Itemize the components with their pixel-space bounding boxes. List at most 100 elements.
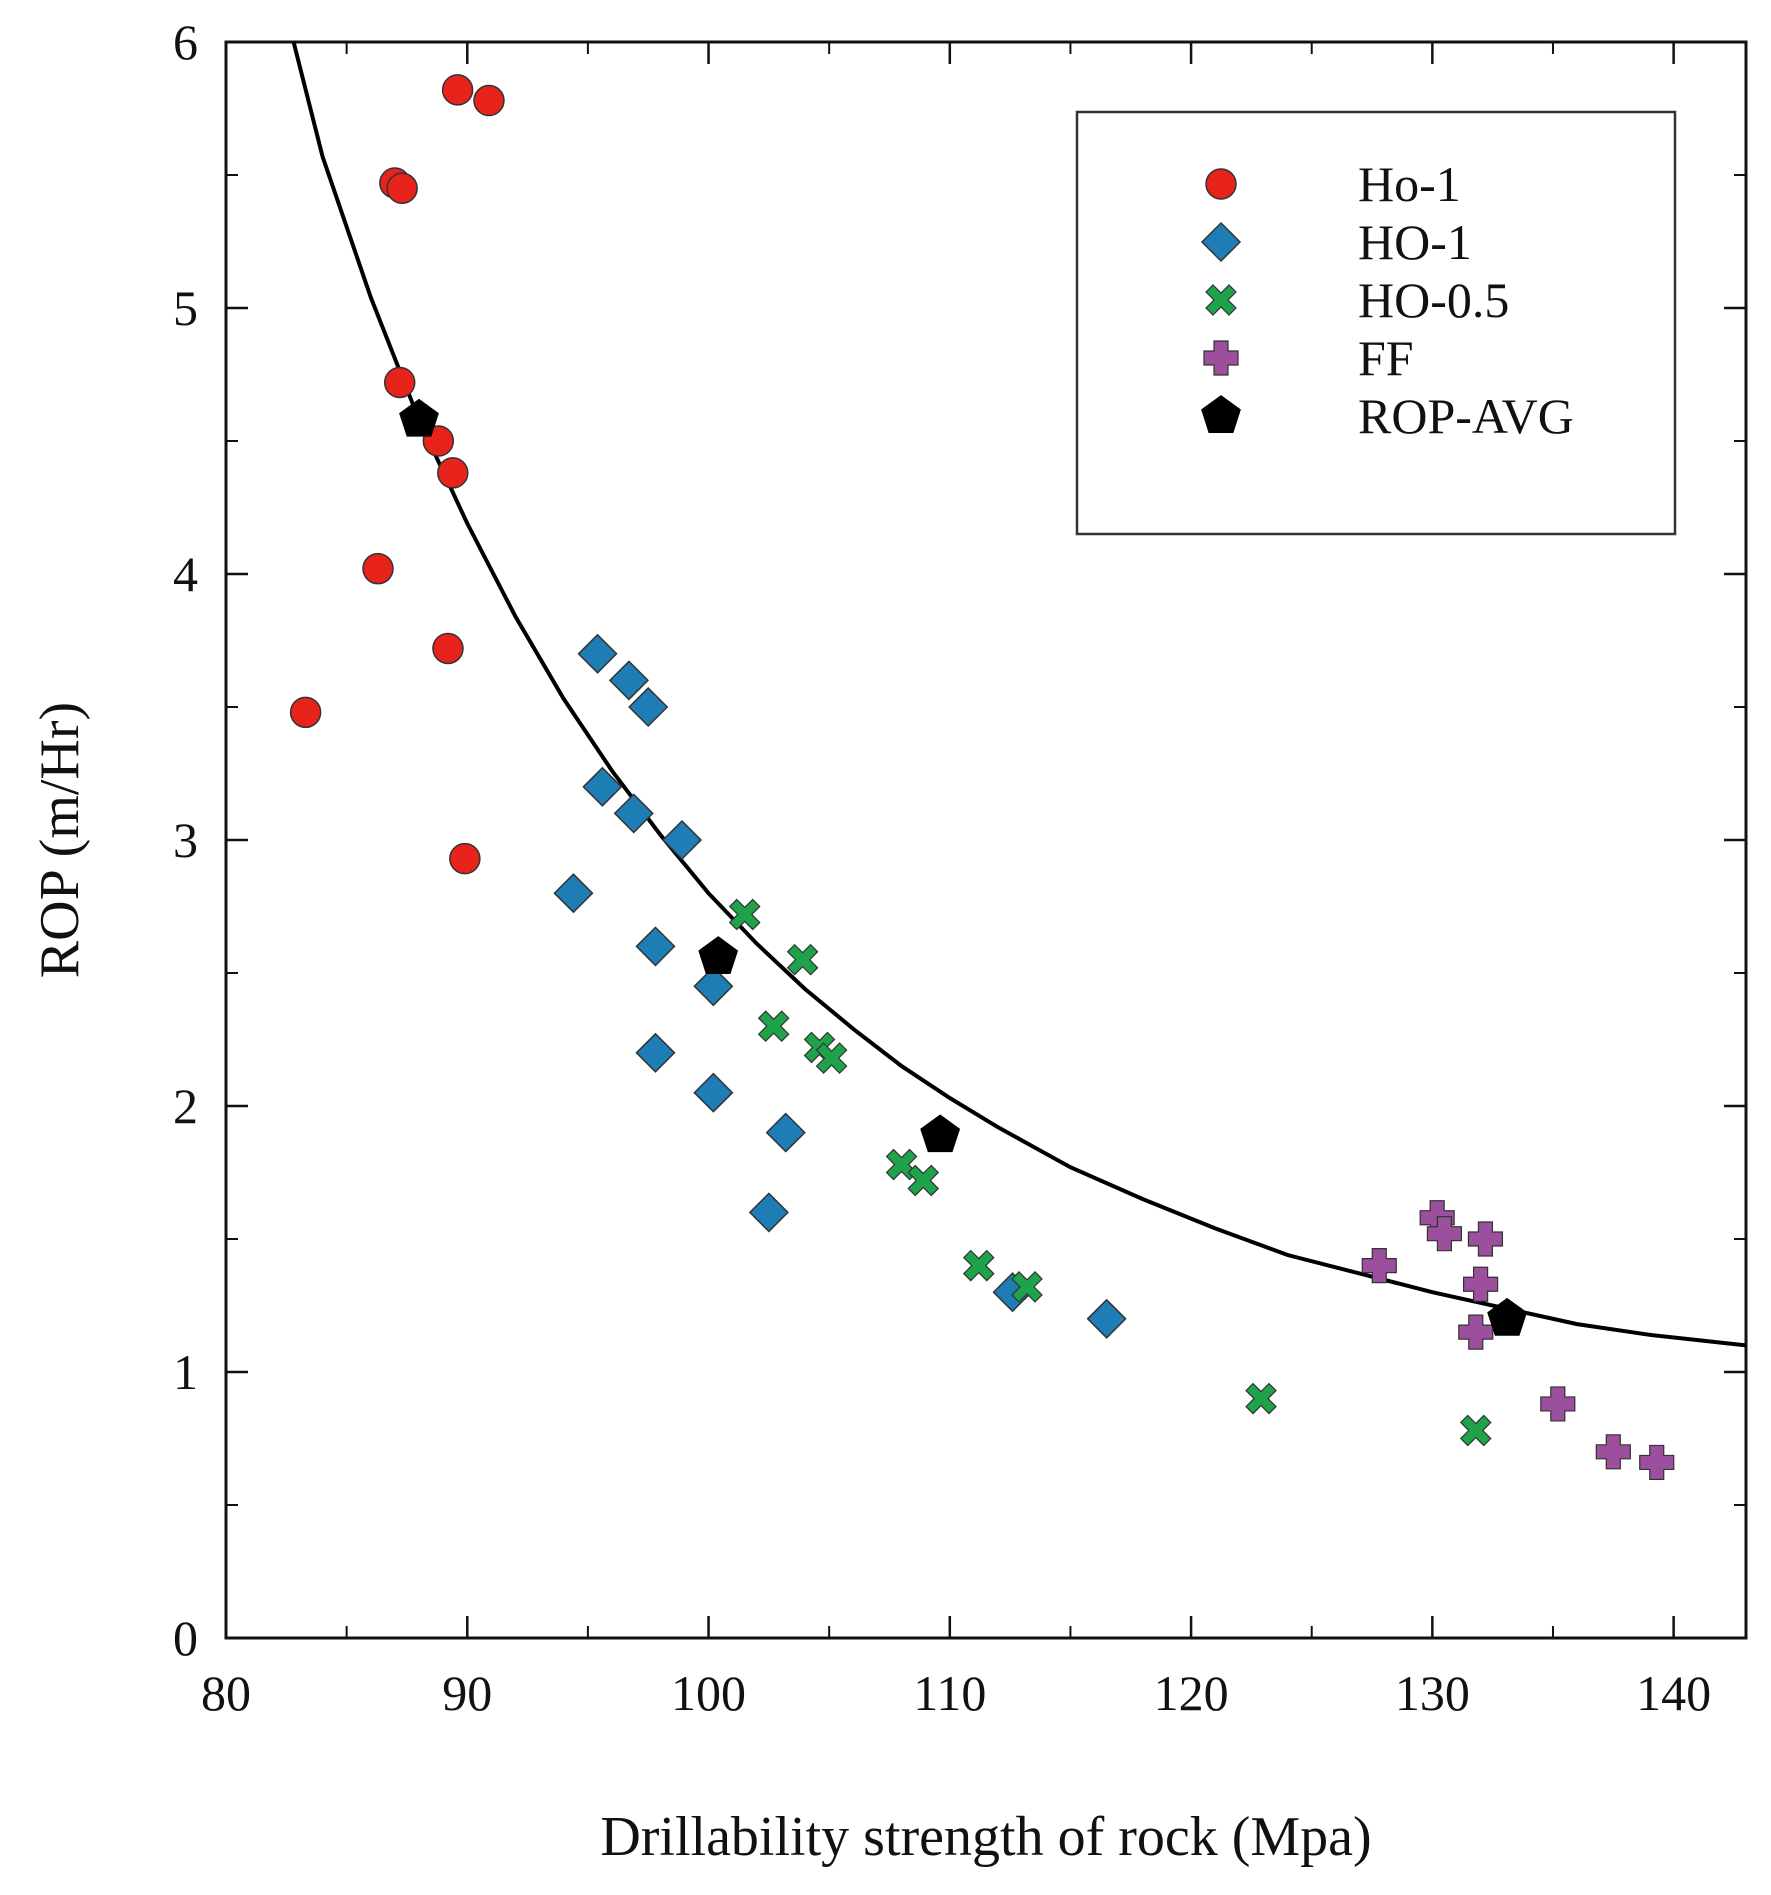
point-rop-avg	[1487, 1297, 1528, 1336]
point-ff-shape	[1639, 1444, 1675, 1481]
point-ho-0-5	[786, 943, 819, 976]
point-ff-shape	[1426, 1216, 1463, 1252]
legend-marker-ho-1	[1200, 221, 1242, 263]
point-ff	[1463, 1266, 1499, 1302]
point-ff-shape	[1463, 1266, 1499, 1302]
legend-label-ho-0-5: HO-0.5	[1358, 272, 1509, 328]
point-ho-1	[383, 366, 416, 399]
legend-entry-ff: FF	[1203, 330, 1414, 386]
point-ho-1	[693, 966, 734, 1007]
data-points-layer	[289, 74, 1675, 1481]
legend-box	[1075, 110, 1677, 536]
point-ho-1	[432, 632, 464, 665]
point-ff	[1595, 1434, 1631, 1470]
point-rop-avg	[399, 398, 439, 437]
legend-marker-ho-1-shape	[1200, 221, 1242, 263]
x-tick-label: 110	[913, 1665, 986, 1721]
legend-entry-ho-1: Ho-1	[1205, 156, 1461, 212]
point-ho-0-5-shape	[757, 1010, 790, 1043]
point-ho-1	[441, 74, 474, 106]
legend-entry-ho-1: HO-1	[1200, 214, 1472, 270]
legend-marker-ho-1	[1205, 168, 1237, 200]
legend-marker-rop-avg	[1201, 395, 1241, 433]
x-tick-label: 130	[1395, 1665, 1470, 1721]
legend-label-rop-avg: ROP-AVG	[1358, 388, 1574, 444]
point-ho-1-shape	[1086, 1298, 1127, 1339]
point-ho-1	[1086, 1298, 1127, 1339]
point-ho-1	[577, 633, 618, 674]
point-ho-1-shape	[383, 366, 416, 399]
point-ho-1	[693, 1072, 734, 1113]
legend-label-ff: FF	[1358, 330, 1414, 386]
point-ho-1-shape	[553, 873, 594, 914]
point-ho-0-5	[757, 1010, 790, 1043]
point-ho-1-shape	[661, 819, 703, 861]
point-ho-1-shape	[635, 926, 676, 967]
point-ho-0-5-shape	[815, 1042, 848, 1074]
point-ho-1-shape	[473, 84, 505, 117]
point-ho-1	[553, 873, 594, 914]
y-tick-label: 4	[173, 546, 198, 602]
point-ho-0-5	[907, 1164, 940, 1197]
point-ho-0-5-shape	[962, 1249, 995, 1282]
legend-marker-ho-1-shape	[1205, 168, 1237, 200]
point-ho-1-shape	[613, 793, 654, 834]
legend-marker-ff	[1203, 340, 1239, 376]
y-tick-label: 5	[173, 280, 198, 336]
point-ho-1-shape	[386, 172, 418, 205]
legend-entry-rop-avg: ROP-AVG	[1201, 388, 1574, 444]
point-ho-0-5-shape	[786, 943, 819, 976]
y-tick-label: 2	[173, 1078, 198, 1134]
point-ho-1-shape	[765, 1112, 806, 1153]
point-ho-0-5-shape	[907, 1164, 940, 1197]
point-ho-1-shape	[289, 696, 322, 729]
point-rop-avg-shape	[1487, 1297, 1528, 1336]
point-ff	[1639, 1444, 1675, 1481]
point-ho-1	[608, 660, 649, 701]
point-ho-1-shape	[582, 766, 623, 807]
point-rop-avg-shape	[698, 936, 739, 974]
point-rop-avg	[698, 936, 739, 974]
point-ho-1-shape	[635, 1032, 676, 1073]
plot-area: 80 90 100 110 120 130 140 0 1 2 3 4 5 6	[173, 14, 1748, 1721]
point-ff	[1540, 1386, 1576, 1422]
x-axis-title: Drillability strength of rock (Mpa)	[600, 1806, 1371, 1868]
legend-marker-ho-0-5	[1205, 284, 1237, 316]
legend-marker-ho-0-5-shape	[1205, 284, 1237, 316]
fit-curve	[291, 42, 1746, 1348]
point-ff	[1458, 1314, 1494, 1350]
legend-label-ho-1: Ho-1	[1358, 156, 1461, 212]
point-ho-1-shape	[608, 660, 649, 701]
point-rop-avg-shape	[920, 1114, 961, 1153]
point-ho-1-shape	[432, 632, 464, 665]
point-ho-0-5-shape	[1459, 1414, 1492, 1447]
point-ff-shape	[1467, 1221, 1504, 1257]
y-axis-title: ROP (m/Hr)	[29, 702, 91, 978]
point-ho-1-shape	[449, 842, 481, 875]
point-ho-0-5-shape	[728, 898, 761, 931]
point-ho-1	[582, 766, 623, 807]
point-ho-1	[661, 819, 703, 861]
point-ho-1	[362, 552, 394, 585]
legend-marker-rop-avg-shape	[1201, 395, 1241, 433]
point-ho-1-shape	[693, 966, 734, 1007]
y-tick-label: 6	[173, 14, 198, 70]
point-ff-shape	[1458, 1314, 1494, 1350]
legend-entry-ho-0-5: HO-0.5	[1205, 272, 1509, 328]
fit-curve-layer	[291, 42, 1746, 1348]
point-ho-0-5	[815, 1042, 848, 1074]
point-ho-1	[449, 842, 481, 875]
point-ho-1-shape	[748, 1192, 789, 1233]
point-ho-1	[765, 1112, 806, 1153]
point-ff-shape	[1540, 1386, 1576, 1422]
legend-label-ho-1: HO-1	[1358, 214, 1472, 270]
y-axis-ticks: 0 1 2 3 4 5 6	[173, 14, 1746, 1666]
x-tick-label: 120	[1154, 1665, 1229, 1721]
point-ho-0-5-shape	[1245, 1382, 1277, 1415]
y-tick-label: 3	[173, 812, 198, 868]
point-ho-0-5	[728, 898, 761, 931]
point-ff-shape	[1595, 1434, 1631, 1470]
